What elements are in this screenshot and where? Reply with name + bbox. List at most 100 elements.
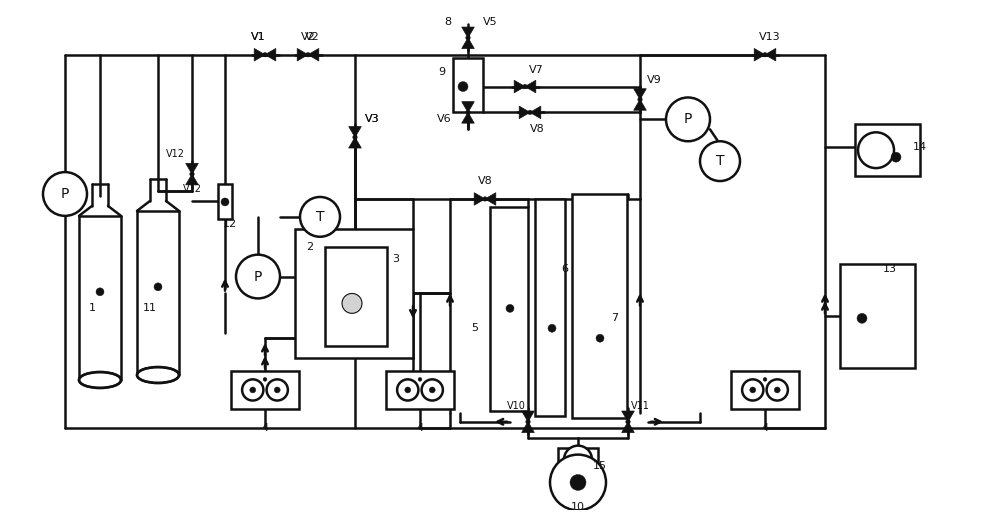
Text: 9: 9: [438, 67, 446, 76]
Polygon shape: [462, 102, 474, 112]
Bar: [535, 199, 565, 416]
Circle shape: [523, 84, 527, 89]
Bar: [386, 371, 454, 409]
Text: 6: 6: [562, 264, 568, 273]
Text: 11: 11: [143, 303, 157, 313]
Circle shape: [550, 455, 606, 510]
Circle shape: [774, 387, 780, 393]
Polygon shape: [530, 106, 541, 119]
Text: V2: V2: [305, 32, 319, 42]
Polygon shape: [525, 80, 536, 93]
Text: 15: 15: [593, 461, 607, 470]
Circle shape: [190, 172, 194, 176]
Text: 7: 7: [611, 313, 619, 323]
Bar: [231, 371, 299, 409]
Circle shape: [342, 293, 362, 313]
Bar: [490, 207, 528, 411]
Bar: [558, 448, 598, 465]
Bar: [325, 247, 387, 346]
Circle shape: [418, 378, 422, 381]
Text: 13: 13: [883, 264, 897, 273]
Circle shape: [857, 313, 867, 323]
Polygon shape: [297, 48, 308, 61]
Circle shape: [506, 304, 514, 312]
Circle shape: [353, 135, 357, 140]
Circle shape: [300, 197, 340, 237]
Text: V8: V8: [530, 124, 544, 134]
Text: T: T: [316, 210, 324, 224]
Polygon shape: [349, 137, 361, 148]
Polygon shape: [349, 127, 361, 137]
Circle shape: [306, 52, 310, 57]
Polygon shape: [485, 193, 496, 205]
Circle shape: [638, 97, 642, 102]
Circle shape: [221, 198, 229, 206]
Text: V13: V13: [759, 32, 781, 42]
Circle shape: [526, 420, 530, 424]
Circle shape: [564, 446, 592, 473]
Text: 12: 12: [223, 219, 237, 229]
Circle shape: [596, 334, 604, 342]
Text: V10: V10: [507, 401, 525, 411]
Circle shape: [570, 475, 586, 490]
Circle shape: [263, 378, 267, 381]
Circle shape: [763, 52, 767, 57]
Polygon shape: [514, 80, 525, 93]
Circle shape: [263, 52, 267, 57]
Bar: [218, 184, 232, 219]
Polygon shape: [265, 48, 276, 61]
Circle shape: [466, 110, 470, 114]
Text: V9: V9: [647, 74, 661, 85]
Circle shape: [466, 35, 470, 40]
Text: V1: V1: [251, 32, 265, 42]
Text: 3: 3: [392, 253, 400, 264]
Circle shape: [891, 152, 901, 162]
Circle shape: [236, 254, 280, 299]
Text: 4: 4: [261, 423, 269, 433]
Polygon shape: [634, 100, 646, 110]
Text: V6: V6: [437, 114, 451, 124]
Text: 10: 10: [571, 502, 585, 512]
Polygon shape: [522, 422, 534, 432]
Text: V5: V5: [483, 17, 497, 27]
Bar: [855, 124, 920, 176]
Circle shape: [43, 172, 87, 216]
Text: P: P: [61, 187, 69, 201]
Text: 4: 4: [416, 423, 424, 433]
Circle shape: [250, 387, 256, 393]
Circle shape: [483, 196, 487, 201]
Circle shape: [528, 110, 532, 114]
Text: 2: 2: [306, 242, 314, 252]
Circle shape: [750, 387, 756, 393]
Circle shape: [458, 82, 468, 91]
Polygon shape: [634, 89, 646, 100]
Polygon shape: [519, 106, 530, 119]
Text: V3: V3: [365, 114, 379, 124]
Text: V11: V11: [631, 401, 649, 411]
Circle shape: [763, 378, 767, 381]
Text: T: T: [716, 154, 724, 168]
Polygon shape: [186, 174, 198, 185]
Circle shape: [274, 387, 280, 393]
Polygon shape: [622, 422, 634, 432]
Bar: [840, 264, 915, 368]
Bar: [572, 194, 627, 418]
Text: 5: 5: [472, 323, 479, 333]
Text: V7: V7: [529, 65, 543, 74]
Ellipse shape: [137, 367, 179, 383]
Text: V3: V3: [365, 114, 379, 124]
Bar: [731, 371, 799, 409]
Circle shape: [96, 288, 104, 296]
Polygon shape: [462, 112, 474, 123]
Circle shape: [666, 97, 710, 141]
Text: P: P: [684, 112, 692, 126]
Ellipse shape: [79, 372, 121, 388]
Circle shape: [626, 420, 630, 424]
Circle shape: [154, 283, 162, 291]
Text: 4: 4: [761, 423, 769, 433]
Text: P: P: [254, 269, 262, 284]
Bar: [295, 229, 413, 358]
Polygon shape: [522, 411, 534, 422]
Bar: [453, 57, 483, 112]
Circle shape: [548, 324, 556, 332]
